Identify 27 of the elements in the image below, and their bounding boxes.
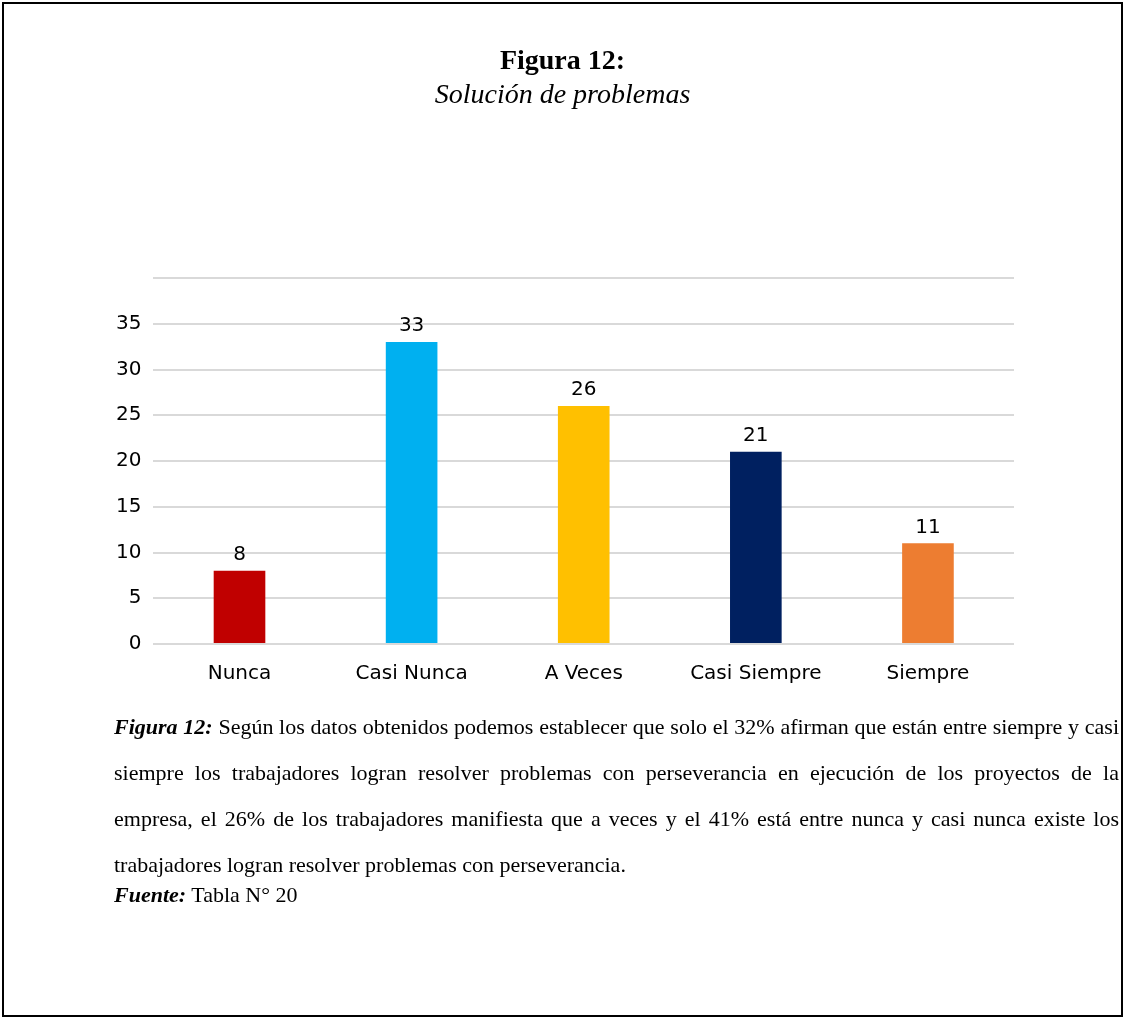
bar: [213, 570, 266, 643]
bar: [557, 406, 610, 643]
x-tick-label: A Veces: [544, 660, 623, 685]
y-tick-label: 15: [116, 492, 142, 517]
data-label: 21: [743, 422, 769, 447]
data-label: 26: [571, 376, 597, 401]
y-tick-label: 0: [128, 630, 142, 655]
bar: [385, 342, 438, 643]
bar: [730, 451, 782, 643]
text: Figura 12: Según los datos obtenidos podemos establecer que solo el 32% afirman que están entre siempre y casi siempre los trabajadores logran resolver problemas con perseverancia en ejecución de los proyectos de la empresa, el 26% de los trabajadores manifiesta que a veces y el 41% está entre nunca y casi nunca existe los trabajadores logran resolver problemas con perseverancia.: [114, 714, 1119, 877]
x-tick-label: Casi Siempre: [690, 660, 822, 685]
source-note: Fuente: Tabla N° 20: [114, 882, 298, 907]
y-tick-label: 35: [116, 309, 142, 334]
data-label: 11: [915, 513, 941, 538]
chart-subtitle: Solución de problemas: [433, 78, 692, 110]
y-tick-label: 25: [116, 401, 142, 426]
bar: [902, 543, 954, 643]
x-tick-label: Nunca: [207, 660, 272, 685]
y-tick-label: 5: [128, 584, 142, 609]
y-tick-label: 20: [116, 447, 142, 472]
y-tick-label: 10: [116, 538, 142, 563]
chart-title: Figura 12:: [498, 44, 627, 76]
data-label: 8: [233, 541, 246, 565]
y-tick-label: 30: [116, 355, 142, 380]
x-tick-label: Casi Nunca: [355, 660, 468, 685]
data-label: 33: [398, 312, 425, 337]
x-tick-label: Siempre: [886, 660, 970, 685]
